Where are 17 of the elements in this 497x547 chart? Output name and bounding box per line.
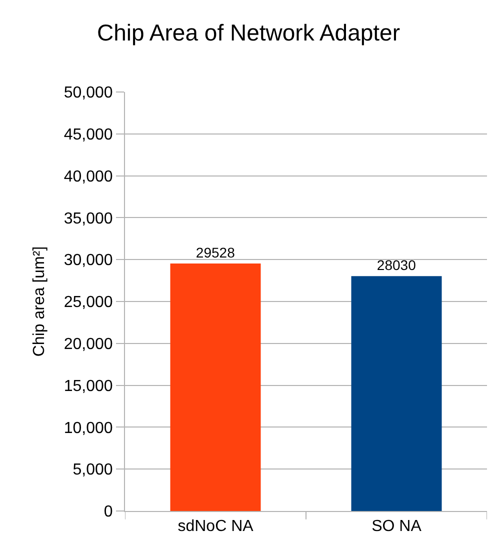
y-tick-label: 40,000 [64,168,113,186]
x-tick-label: sdNoC NA [178,518,254,536]
y-tick-label: 5,000 [72,462,113,479]
data-label: 29528 [196,244,236,261]
y-tick-label: 20,000 [64,336,113,353]
y-axis-title: Chip area [um²] [30,246,48,357]
y-tick-label: 10,000 [64,420,113,437]
data-label: 28030 [376,257,416,274]
y-tick-label: 25,000 [64,294,113,312]
y-tick-label: 35,000 [64,210,113,228]
y-tick-label: 50,000 [64,84,113,102]
y-tick-label: 30,000 [64,252,113,270]
y-tick-label: 15,000 [64,378,113,395]
y-tick-label: 0 [104,504,113,521]
chart-title: Chip Area of Network Adapter [97,20,400,46]
x-tick-label: SO NA [372,518,422,536]
y-tick-label: 45,000 [64,126,113,144]
